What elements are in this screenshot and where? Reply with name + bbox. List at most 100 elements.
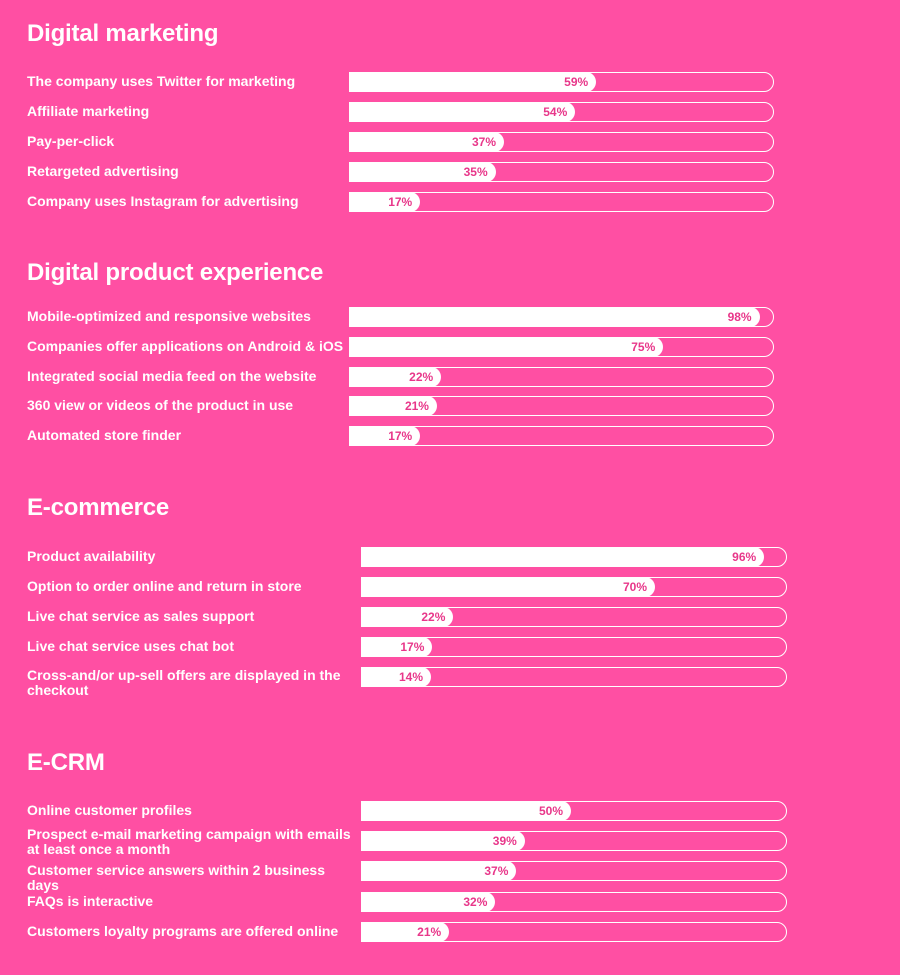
bar: 21% — [361, 922, 450, 942]
bar-row: Automated store finder 17% — [0, 426, 900, 448]
section-title: Digital product experience — [27, 259, 324, 286]
bar-row: Affiliate marketing 54% — [0, 102, 900, 124]
bar-track: 21% — [361, 922, 787, 942]
data-label: 22% — [421, 610, 446, 624]
data-label: 37% — [484, 864, 509, 878]
data-label: 96% — [732, 550, 757, 564]
data-label: 22% — [409, 370, 434, 384]
category-label: FAQs is interactive — [27, 893, 154, 909]
bar-track: 37% — [361, 861, 787, 881]
bar-track: 70% — [361, 577, 787, 597]
category-label: Option to order online and return in sto… — [27, 578, 302, 594]
data-label: 98% — [727, 310, 752, 324]
category-label: Prospect e-mail marketing campaign with … — [27, 826, 351, 857]
bar-track: 37% — [349, 132, 774, 152]
data-label: 35% — [463, 165, 488, 179]
data-label: 59% — [564, 75, 589, 89]
category-label: Live chat service as sales support — [27, 608, 255, 624]
bar-track: 59% — [349, 72, 774, 92]
category-label: Online customer profiles — [27, 802, 192, 818]
bar-row: FAQs is interactive 32% — [0, 892, 900, 914]
data-label: 75% — [631, 340, 656, 354]
category-label: Customers loyalty programs are offered o… — [27, 923, 339, 939]
bar-row: Retargeted advertising 35% — [0, 162, 900, 184]
bar: 75% — [349, 337, 664, 357]
data-label: 17% — [388, 429, 413, 443]
section-title: E-CRM — [27, 749, 105, 776]
data-label: 37% — [471, 135, 497, 149]
bar-track: 14% — [361, 667, 787, 687]
category-label: Cross-and/or up-sell offers are displaye… — [27, 667, 341, 698]
bar: 70% — [361, 577, 655, 597]
category-label: Product availability — [27, 548, 156, 564]
bar-row: Companies offer applications on Android … — [0, 337, 900, 359]
data-label: 32% — [463, 895, 488, 909]
data-label: 17% — [388, 195, 413, 209]
bar-track: 32% — [361, 892, 787, 912]
bar-row: Pay-per-click 37% — [0, 132, 900, 154]
category-label: Integrated social media feed on the webs… — [27, 368, 317, 384]
bar-row: Cross-and/or up-sell offers are displaye… — [0, 667, 900, 698]
bar-track: 98% — [349, 307, 774, 327]
bar-row: Company uses Instagram for advertising 17… — [0, 192, 900, 214]
bar-row: Online customer profiles 50% — [0, 801, 900, 823]
bar-track: 75% — [349, 337, 774, 357]
category-label: Pay-per-click — [27, 133, 115, 149]
data-label: 50% — [538, 804, 563, 818]
bar-row: 360 view or videos of the product in use… — [0, 396, 900, 418]
bar: 35% — [349, 162, 496, 182]
bar-row: Live chat service as sales support 22% — [0, 607, 900, 629]
category-label: Customer service answers within 2 busine… — [27, 862, 326, 893]
bar-row: Product availability 96% — [0, 547, 900, 569]
bar: 21% — [349, 396, 437, 416]
bar-row: Integrated social media feed on the webs… — [0, 367, 900, 389]
data-label: 21% — [404, 399, 429, 413]
category-label: 360 view or videos of the product in use — [27, 397, 294, 413]
data-label: 14% — [398, 670, 423, 684]
bar: 17% — [349, 426, 421, 446]
data-label: 17% — [400, 640, 425, 654]
bar-track: 22% — [361, 607, 787, 627]
bar-track: 96% — [361, 547, 787, 567]
bar-track: 17% — [361, 637, 787, 657]
bar: 59% — [349, 72, 597, 92]
bar: 22% — [361, 607, 454, 627]
category-label: Companies offer applications on Android … — [27, 338, 344, 354]
category-label: Company uses Instagram for advertising — [27, 193, 299, 209]
section-title: E-commerce — [27, 494, 170, 521]
data-label: 39% — [492, 834, 517, 848]
bar-track: 21% — [349, 396, 774, 416]
category-label: Retargeted advertising — [27, 163, 179, 179]
bar: 96% — [361, 547, 765, 567]
bar: 17% — [361, 637, 433, 657]
category-label: Affiliate marketing — [27, 103, 150, 119]
bar: 14% — [361, 667, 431, 687]
bar: 32% — [361, 892, 496, 912]
bar-row: The company uses Twitter for marketing 59… — [0, 72, 900, 94]
bar: 37% — [349, 132, 505, 152]
bar-track: 17% — [349, 192, 774, 212]
bar-track: 50% — [361, 801, 787, 821]
bar-track: 22% — [349, 367, 774, 387]
bar-row: Prospect e-mail marketing campaign with … — [0, 827, 900, 857]
bar-track: 35% — [349, 162, 774, 182]
data-label: 70% — [622, 580, 647, 594]
bar: 50% — [361, 801, 571, 821]
category-label: Automated store finder — [27, 427, 182, 443]
category-label: Live chat service uses chat bot — [27, 638, 234, 654]
data-label: 21% — [417, 925, 442, 939]
bar-row: Option to order online and return in sto… — [0, 577, 900, 599]
category-label: Mobile-optimized and responsive websites — [27, 308, 311, 324]
bar: 39% — [361, 831, 525, 851]
section-title: Digital marketing — [27, 20, 219, 47]
bar-track: 39% — [361, 831, 787, 851]
bar-row: Customer service answers within 2 busine… — [0, 861, 900, 893]
bar-track: 54% — [349, 102, 774, 122]
bar-row: Live chat service uses chat bot 17% — [0, 637, 900, 659]
category-label: The company uses Twitter for marketing — [27, 73, 296, 89]
bar: 98% — [349, 307, 760, 327]
bar-row: Customers loyalty programs are offered o… — [0, 922, 900, 944]
bar: 17% — [349, 192, 421, 212]
bar-track: 17% — [349, 426, 774, 446]
bar-row: Mobile-optimized and responsive websites… — [0, 307, 900, 329]
